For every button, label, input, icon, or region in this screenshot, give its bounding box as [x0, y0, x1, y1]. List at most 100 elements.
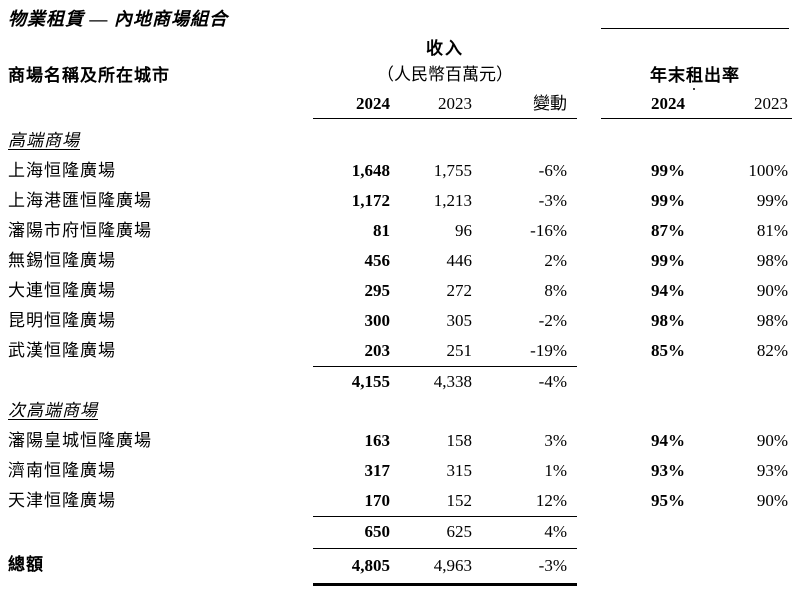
occupancy-year-2024-header: 2024: [601, 90, 685, 119]
mall-table-body: 高端商場 上海恒隆廣場 1,648 1,755 -6% 99% 100% 上海港…: [0, 126, 792, 586]
column-gap: [577, 186, 601, 216]
column-gap: [577, 456, 601, 486]
occupancy-2024-value: 99%: [651, 251, 685, 270]
revenue-2024-value: 295: [364, 281, 391, 300]
revenue-2024-value: 81: [373, 221, 390, 240]
change-value: -6%: [538, 161, 567, 180]
table-row: 無錫恒隆廣場 456 446 2% 99% 98%: [0, 246, 792, 276]
table-row: 武漢恒隆廣場 203 251 -19% 85% 82%: [0, 336, 792, 366]
change-value: -3%: [538, 191, 567, 210]
mall-name: 上海港匯恒隆廣場: [8, 191, 152, 210]
occupancy-2023-value: 90%: [756, 491, 788, 510]
year-header-row: 2024 2023 變動 2024 2023: [0, 90, 792, 119]
mall-name: 大連恒隆廣場: [8, 281, 116, 300]
table-row: 瀋陽皇城恒隆廣場 163 158 3% 94% 90%: [0, 426, 792, 456]
page-title: 物業租賃 — 內地商場組合: [8, 9, 228, 29]
mall-name: 瀋陽皇城恒隆廣場: [8, 431, 152, 450]
revenue-2024-value: 317: [364, 461, 391, 480]
revenue-2023-subtotal: 625: [390, 516, 472, 547]
table-row: 濟南恒隆廣場 317 315 1% 93% 93%: [0, 456, 792, 486]
occupancy-2023-value: 99%: [756, 191, 788, 210]
mall-name: 無錫恒隆廣場: [8, 251, 116, 270]
column-gap: [577, 426, 601, 456]
column-gap: [577, 306, 601, 336]
column-gap: [577, 90, 601, 119]
revenue-2024-total: 4,805: [313, 548, 390, 586]
revenue-2023-total: 4,963: [390, 548, 472, 586]
change-value: -16%: [530, 221, 567, 240]
change-subtotal: -4%: [472, 366, 577, 397]
change-value: 8%: [544, 281, 567, 300]
revenue-2023-value: 305: [446, 311, 473, 330]
occupancy-2023-value: 90%: [756, 281, 788, 300]
mall-name: 武漢恒隆廣場: [8, 341, 116, 360]
revenue-2023-subtotal: 4,338: [390, 366, 472, 397]
revenue-2024-subtotal: 650: [313, 516, 390, 547]
revenue-2023-value: 152: [446, 491, 473, 510]
revenue-2023-value: 158: [446, 431, 473, 450]
column-gap: [577, 548, 601, 586]
revenue-2023-value: 315: [446, 461, 473, 480]
column-gap: [577, 216, 601, 246]
occupancy-2024-value: 85%: [651, 341, 685, 360]
subtotal-row: 4,155 4,338 -4%: [0, 366, 792, 396]
revenue-2024-value: 163: [364, 431, 391, 450]
change-value: 2%: [544, 251, 567, 270]
column-gap: [577, 336, 601, 366]
revenue-group-unit: （人民幣百萬元）: [377, 65, 513, 84]
revenue-2024-value: 1,648: [351, 161, 390, 180]
occupancy-2024-value: 94%: [651, 431, 685, 450]
revenue-2023-value: 251: [446, 341, 473, 360]
change-total: -3%: [472, 548, 577, 586]
revenue-year-2023-header: 2023: [390, 90, 472, 119]
revenue-2024-subtotal: 4,155: [313, 366, 390, 397]
year-header-spacer: [0, 90, 313, 119]
occupancy-2024-value: 95%: [651, 491, 685, 510]
revenue-2023-value: 96: [455, 221, 472, 240]
occupancy-2023-value: 82%: [756, 341, 788, 360]
revenue-2024-value: 170: [364, 491, 391, 510]
mall-name: 昆明恒隆廣場: [8, 311, 116, 330]
subtotal-row: 650 625 4%: [0, 516, 792, 546]
table-row: 昆明恒隆廣場 300 305 -2% 98% 98%: [0, 306, 792, 336]
section-label: 次高端商場: [8, 401, 98, 420]
change-subtotal: 4%: [472, 516, 577, 547]
mall-name: 濟南恒隆廣場: [8, 461, 116, 480]
occupancy-2023-value: 98%: [756, 311, 788, 330]
section-row: 高端商場: [0, 126, 792, 156]
column-gap: [577, 246, 601, 276]
table-row: 天津恒隆廣場 170 152 12% 95% 90%: [0, 486, 792, 516]
revenue-2024-value: 456: [364, 251, 391, 270]
table-row: 上海恒隆廣場 1,648 1,755 -6% 99% 100%: [0, 156, 792, 186]
change-value: 12%: [535, 491, 567, 510]
occupancy-2024-value: 99%: [651, 161, 685, 180]
stray-dot-mark: [693, 88, 695, 90]
column-gap: [577, 486, 601, 516]
change-value: 3%: [544, 431, 567, 450]
column-gap: [577, 156, 601, 186]
occupancy-2023-value: 98%: [756, 251, 788, 270]
occupancy-2023-value: 81%: [756, 221, 788, 240]
mall-name: 天津恒隆廣場: [8, 491, 116, 510]
occupancy-2024-value: 99%: [651, 191, 685, 210]
occupancy-2024-value: 87%: [651, 221, 685, 240]
change-value: -19%: [530, 341, 567, 360]
column-gap: [577, 516, 601, 547]
mall-name: 瀋陽市府恒隆廣場: [8, 221, 152, 240]
column-gap: [577, 276, 601, 306]
occupancy-2023-value: 90%: [756, 431, 788, 450]
table-row: 瀋陽市府恒隆廣場 81 96 -16% 87% 81%: [0, 216, 792, 246]
column-header-mall-name: 商場名稱及所在城市: [8, 66, 170, 85]
occupancy-2024-value: 98%: [651, 311, 685, 330]
occupancy-year-2023-header: 2023: [685, 90, 792, 119]
section-label: 高端商場: [8, 131, 80, 150]
revenue-group-title: 收入: [426, 39, 464, 58]
occupancy-2023-value: 100%: [748, 161, 788, 180]
change-value: -2%: [538, 311, 567, 330]
revenue-year-2024-header: 2024: [313, 90, 390, 119]
revenue-change-header: 變動: [472, 90, 577, 119]
occupancy-2024-value: 94%: [651, 281, 685, 300]
change-value: 1%: [544, 461, 567, 480]
revenue-2023-value: 1,755: [433, 161, 472, 180]
